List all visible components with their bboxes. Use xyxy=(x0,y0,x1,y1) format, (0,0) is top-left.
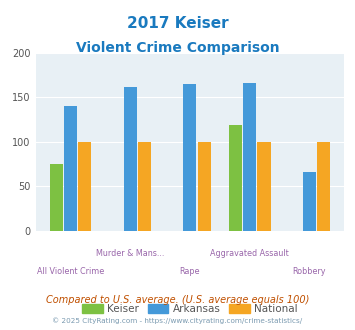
Bar xyxy=(229,125,242,231)
Bar xyxy=(317,142,330,231)
Text: Violent Crime Comparison: Violent Crime Comparison xyxy=(76,41,279,55)
Text: All Violent Crime: All Violent Crime xyxy=(37,267,104,276)
Bar xyxy=(64,106,77,231)
Text: Compared to U.S. average. (U.S. average equals 100): Compared to U.S. average. (U.S. average … xyxy=(46,295,309,305)
Text: 2017 Keiser: 2017 Keiser xyxy=(127,16,228,31)
Bar xyxy=(124,87,137,231)
Bar xyxy=(138,142,151,231)
Legend: Keiser, Arkansas, National: Keiser, Arkansas, National xyxy=(78,300,302,318)
Text: © 2025 CityRating.com - https://www.cityrating.com/crime-statistics/: © 2025 CityRating.com - https://www.city… xyxy=(53,317,302,324)
Bar xyxy=(243,83,256,231)
Text: Robbery: Robbery xyxy=(293,267,326,276)
Bar xyxy=(50,164,63,231)
Bar xyxy=(78,142,91,231)
Bar xyxy=(257,142,271,231)
Text: Rape: Rape xyxy=(180,267,200,276)
Bar xyxy=(198,142,211,231)
Bar xyxy=(303,172,316,231)
Bar xyxy=(183,84,197,231)
Text: Murder & Mans...: Murder & Mans... xyxy=(96,249,164,258)
Text: Aggravated Assault: Aggravated Assault xyxy=(210,249,289,258)
